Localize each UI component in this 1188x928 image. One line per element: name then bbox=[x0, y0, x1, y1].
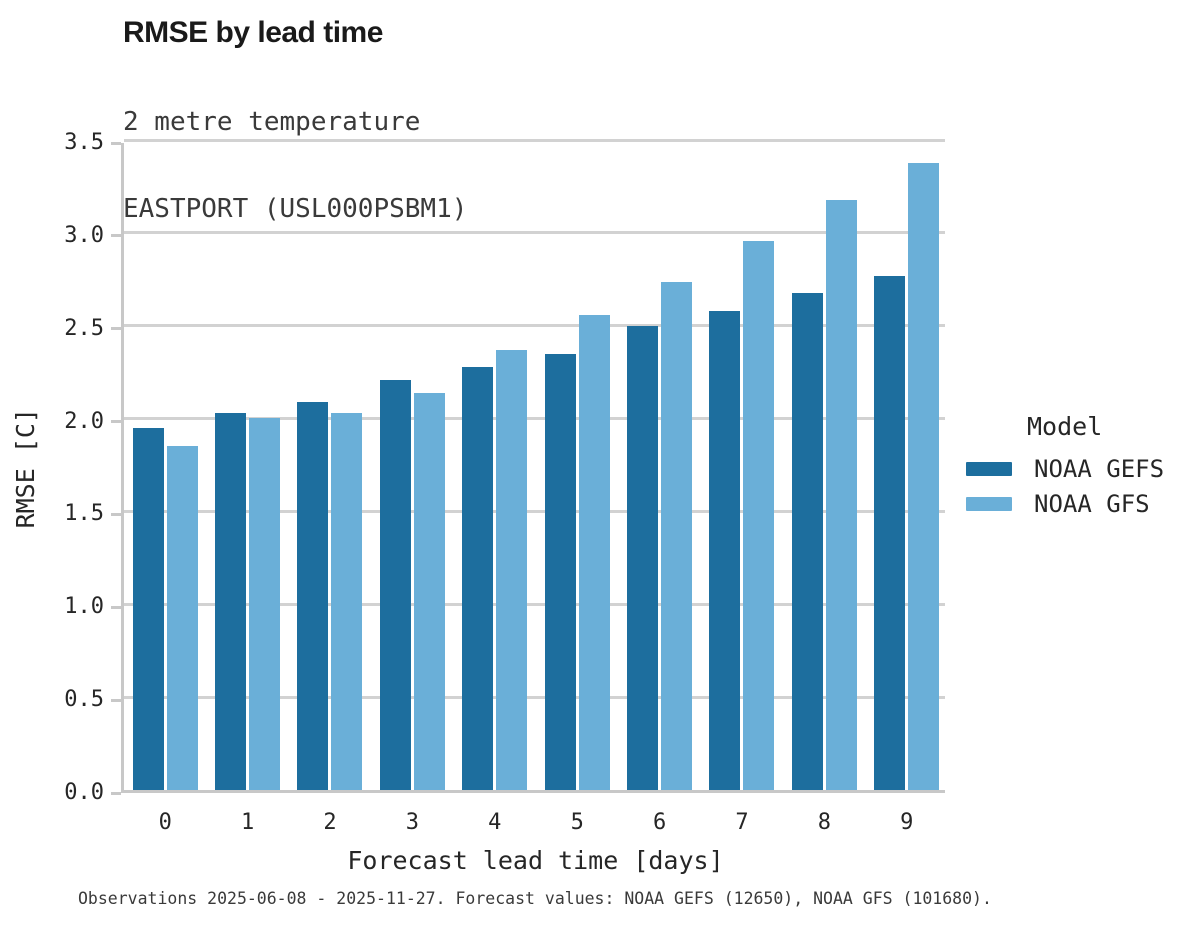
y-tick-mark-0.5 bbox=[111, 698, 121, 702]
y-tick-label-1.5: 1.5 bbox=[64, 501, 104, 527]
bar-noaa-gfs-lead-1 bbox=[249, 418, 281, 790]
bar-group-lead-5 bbox=[536, 143, 618, 790]
bar-group-lead-0 bbox=[124, 143, 206, 790]
gridline-y-2.5 bbox=[124, 324, 945, 328]
gridline-y-2.0 bbox=[124, 417, 945, 421]
x-tick-label-4: 4 bbox=[488, 810, 502, 835]
bar-group-lead-4 bbox=[454, 143, 536, 790]
x-tick-label-9: 9 bbox=[900, 810, 914, 835]
bar-group-lead-9 bbox=[866, 143, 948, 790]
gridline-y-3.5 bbox=[124, 138, 945, 142]
x-axis-label: Forecast lead time [days] bbox=[347, 846, 724, 875]
bar-noaa-gefs-lead-0 bbox=[132, 427, 164, 790]
y-tick-label-2.5: 2.5 bbox=[64, 315, 104, 341]
y-tick-label-0.0: 0.0 bbox=[64, 780, 104, 805]
footer-caption: Observations 2025-06-08 - 2025-11-27. Fo… bbox=[78, 889, 992, 908]
x-tick-label-1: 1 bbox=[240, 810, 255, 835]
legend-swatch-noaa-gefs bbox=[966, 461, 1012, 476]
bar-noaa-gefs-lead-8 bbox=[791, 292, 823, 790]
bar-noaa-gfs-lead-8 bbox=[825, 200, 857, 790]
bar-noaa-gfs-lead-7 bbox=[743, 240, 775, 790]
x-tick-label-8: 8 bbox=[817, 810, 832, 835]
legend-item-noaa-gfs: NOAA GFS bbox=[966, 486, 1188, 521]
y-tick-label-3.0: 3.0 bbox=[64, 222, 104, 248]
chart-title: RMSE by lead time bbox=[123, 16, 383, 49]
x-tick-label-5: 5 bbox=[570, 810, 584, 835]
y-tick-mark-2.0 bbox=[111, 420, 121, 424]
x-tick-label-7: 7 bbox=[735, 810, 749, 835]
gridline-y-3.0 bbox=[124, 231, 945, 235]
bar-noaa-gefs-lead-1 bbox=[215, 412, 247, 790]
bar-group-lead-1 bbox=[206, 143, 288, 790]
x-tick-label-3: 3 bbox=[405, 810, 420, 835]
y-tick-label-3.5: 3.5 bbox=[64, 130, 104, 155]
chart-subtitle-station: EASTPORT (USL000PSBM1) bbox=[123, 194, 468, 224]
plot-area bbox=[121, 138, 948, 793]
x-tick-label-0: 0 bbox=[158, 810, 172, 835]
gridline-y-1.5 bbox=[124, 509, 945, 513]
y-tick-label-2.0: 2.0 bbox=[64, 408, 104, 434]
gridline-y-1.0 bbox=[124, 602, 945, 606]
bar-noaa-gefs-lead-5 bbox=[544, 353, 576, 790]
bar-noaa-gefs-lead-6 bbox=[627, 326, 659, 790]
gridline-y-0.5 bbox=[124, 695, 945, 699]
y-tick-mark-2.5 bbox=[111, 327, 121, 331]
bar-noaa-gefs-lead-4 bbox=[462, 366, 494, 790]
bar-noaa-gefs-lead-7 bbox=[709, 311, 741, 790]
y-tick-label-1.0: 1.0 bbox=[64, 594, 104, 620]
bar-noaa-gfs-lead-6 bbox=[661, 281, 693, 790]
legend-item-noaa-gefs: NOAA GEFS bbox=[966, 451, 1188, 486]
bar-noaa-gfs-lead-4 bbox=[496, 350, 528, 790]
y-tick-mark-3.5 bbox=[111, 141, 121, 145]
bar-noaa-gefs-lead-9 bbox=[874, 276, 906, 790]
chart-subtitle-variable: 2 metre temperature bbox=[123, 107, 421, 137]
bar-noaa-gfs-lead-5 bbox=[578, 314, 610, 790]
y-tick-mark-1.5 bbox=[111, 512, 121, 516]
legend: Model NOAA GEFS NOAA GFS bbox=[966, 412, 1188, 521]
bar-noaa-gfs-lead-2 bbox=[331, 412, 363, 790]
bar-noaa-gefs-lead-3 bbox=[379, 379, 411, 790]
bar-noaa-gfs-lead-3 bbox=[413, 392, 445, 790]
bar-group-lead-3 bbox=[371, 143, 453, 790]
bar-noaa-gefs-lead-2 bbox=[297, 401, 329, 790]
bar-noaa-gfs-lead-0 bbox=[166, 446, 198, 790]
bar-group-lead-2 bbox=[289, 143, 371, 790]
chart-subtitle: 2 metre temperature EASTPORT (USL000PSBM… bbox=[123, 50, 467, 282]
x-tick-label-6: 6 bbox=[652, 810, 667, 835]
y-tick-label-0.5: 0.5 bbox=[64, 687, 104, 713]
y-tick-mark-0.0 bbox=[111, 791, 121, 795]
bar-group-lead-7 bbox=[701, 143, 783, 790]
legend-swatch-noaa-gfs bbox=[966, 496, 1012, 511]
legend-title: Model bbox=[1027, 412, 1103, 441]
x-tick-label-2: 2 bbox=[323, 810, 337, 835]
bar-noaa-gfs-lead-9 bbox=[908, 163, 940, 790]
bar-group-lead-6 bbox=[618, 143, 700, 790]
y-tick-mark-1.0 bbox=[111, 605, 121, 609]
bar-group-lead-8 bbox=[783, 143, 865, 790]
y-tick-mark-3.0 bbox=[111, 234, 121, 238]
